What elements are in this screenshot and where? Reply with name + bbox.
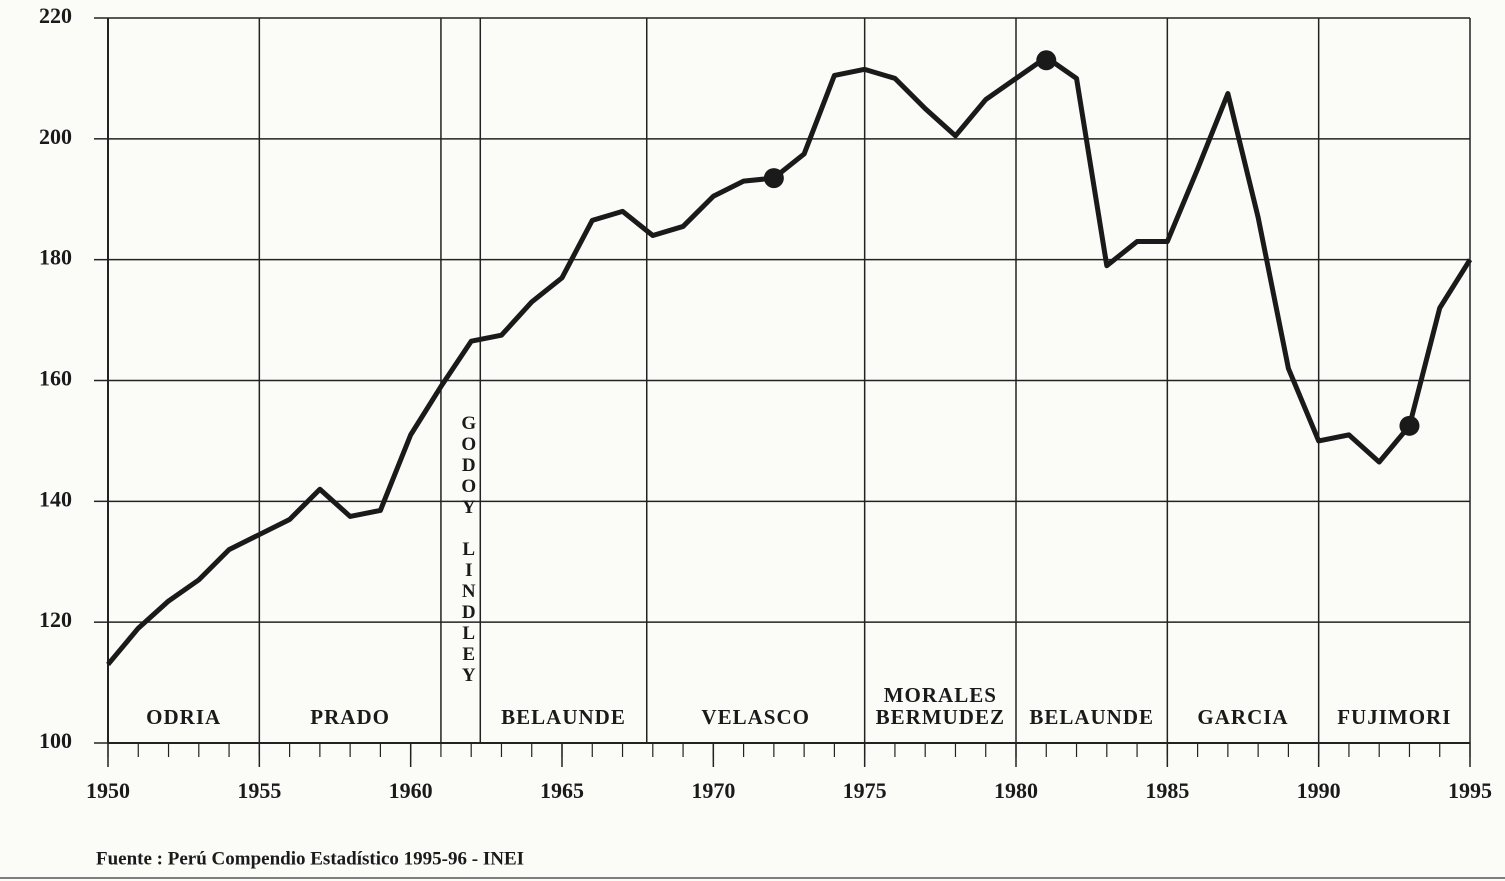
period-label: VELASCO — [701, 705, 810, 729]
period-label: GODOY LINDLEY — [458, 413, 480, 686]
y-tick-label: 180 — [39, 245, 72, 270]
period-label: BELAUNDE — [501, 705, 626, 729]
period-label: BELAUNDE — [1029, 705, 1155, 729]
x-tick-label: 1985 — [1145, 778, 1189, 803]
highlight-point — [1399, 415, 1420, 436]
x-tick-label: 1955 — [237, 778, 281, 803]
line-series — [106, 54, 1473, 667]
highlight-point — [763, 168, 784, 189]
period-label: GARCIA — [1197, 705, 1289, 729]
x-tick-label: 1965 — [540, 778, 584, 803]
highlight-point — [1036, 50, 1057, 71]
y-tick-label: 140 — [39, 486, 72, 511]
x-tick-label: 1995 — [1448, 778, 1492, 803]
x-tick-label: 1975 — [843, 778, 887, 803]
y-tick-label: 120 — [39, 607, 72, 632]
period-label: ODRIA — [146, 705, 222, 729]
source-note: Fuente : Perú Compendio Estadístico 1995… — [96, 848, 524, 869]
period-label: MORALES BERMUDEZ — [875, 683, 1005, 729]
y-tick-label: 200 — [39, 124, 72, 149]
y-tick-label: 160 — [39, 366, 72, 391]
x-tick-label: 1980 — [994, 778, 1038, 803]
y-tick-label: 220 — [39, 3, 72, 28]
x-tick-label: 1970 — [691, 778, 735, 803]
x-tick-label: 1950 — [86, 778, 130, 803]
x-tick-label: 1990 — [1297, 778, 1341, 803]
x-tick-label: 1960 — [389, 778, 433, 803]
y-tick-label: 100 — [39, 728, 72, 753]
period-label: PRADO — [310, 705, 390, 729]
period-label: FUJIMORI — [1337, 705, 1452, 729]
